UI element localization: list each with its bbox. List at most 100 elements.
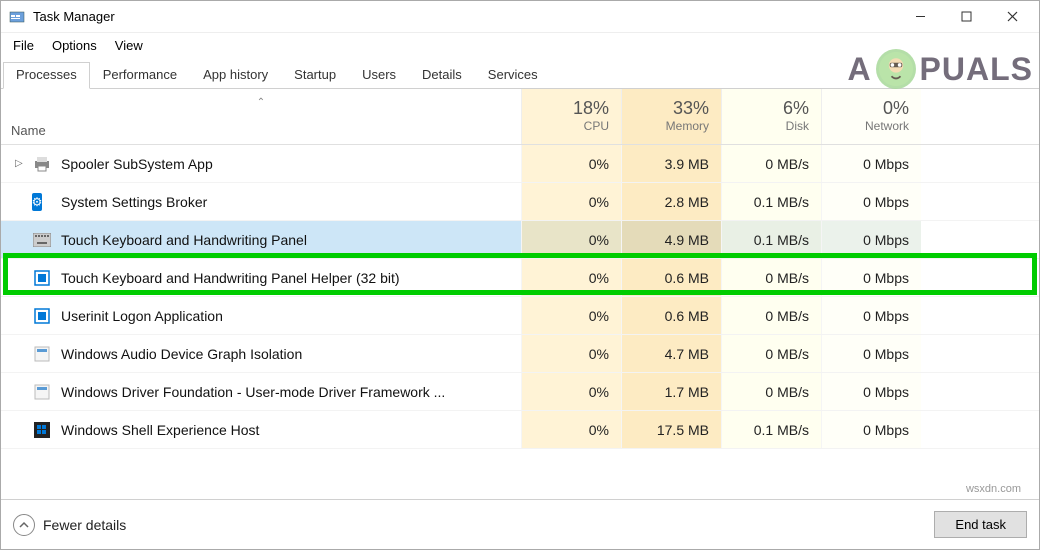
process-mem-cell: 2.8 MB (621, 183, 721, 220)
tab-services[interactable]: Services (475, 62, 551, 89)
column-header-name[interactable]: ⌃ Name (1, 89, 521, 144)
titlebar: Task Manager (1, 1, 1039, 33)
fewer-details-label: Fewer details (43, 517, 126, 533)
process-disk-cell: 0 MB/s (721, 259, 821, 296)
printer-icon (33, 155, 51, 173)
process-cpu-cell: 0% (521, 145, 621, 182)
table-row[interactable]: Windows Driver Foundation - User-mode Dr… (1, 373, 1039, 411)
process-cpu-cell: 0% (521, 259, 621, 296)
process-disk-cell: 0 MB/s (721, 297, 821, 334)
table-row[interactable]: ▷ Spooler SubSystem App 0%3.9 MB0 MB/s0 Mb… (1, 145, 1039, 183)
table-row[interactable]: Windows Shell Experience Host 0%17.5 MB0.… (1, 411, 1039, 449)
process-mem-cell: 4.7 MB (621, 335, 721, 372)
process-name-cell: Touch Keyboard and Handwriting Panel Hel… (1, 259, 521, 296)
process-mem-cell: 3.9 MB (621, 145, 721, 182)
process-mem-cell: 17.5 MB (621, 411, 721, 448)
process-mem-cell: 0.6 MB (621, 297, 721, 334)
network-percent: 0% (883, 98, 909, 119)
process-net-cell: 0 Mbps (821, 297, 921, 334)
tab-users[interactable]: Users (349, 62, 409, 89)
process-disk-cell: 0 MB/s (721, 373, 821, 410)
window-controls (897, 2, 1035, 32)
process-name-label: Windows Audio Device Graph Isolation (61, 346, 302, 362)
column-header-disk[interactable]: 6% Disk (721, 89, 821, 144)
process-cpu-cell: 0% (521, 297, 621, 334)
shell-icon (33, 421, 51, 439)
watermark-mascot-icon (876, 49, 916, 89)
process-cpu-cell: 0% (521, 335, 621, 372)
column-header-network[interactable]: 0% Network (821, 89, 921, 144)
menu-options[interactable]: Options (44, 36, 105, 55)
watermark-logo: A PUALS (847, 49, 1033, 89)
process-cpu-cell: 0% (521, 221, 621, 258)
cpu-percent: 18% (573, 98, 609, 119)
process-name-cell: Windows Shell Experience Host (1, 411, 521, 448)
tab-processes[interactable]: Processes (3, 62, 90, 89)
table-header: ⌃ Name 18% CPU 33% Memory 6% Disk 0% Net… (1, 89, 1039, 145)
process-net-cell: 0 Mbps (821, 221, 921, 258)
process-name-label: Touch Keyboard and Handwriting Panel (61, 232, 307, 248)
menu-file[interactable]: File (5, 36, 42, 55)
app-icon (9, 9, 25, 25)
sort-indicator-icon: ⌃ (257, 97, 265, 108)
expand-chevron-icon[interactable]: ▷ (15, 158, 29, 169)
process-name-cell: Windows Audio Device Graph Isolation (1, 335, 521, 372)
fewer-details-button[interactable]: Fewer details (13, 514, 126, 536)
process-name-label: Userinit Logon Application (61, 308, 223, 324)
process-name-cell: ⚙ System Settings Broker (1, 183, 521, 220)
app-icon (33, 307, 51, 325)
minimize-button[interactable] (897, 2, 943, 32)
process-net-cell: 0 Mbps (821, 411, 921, 448)
table-row[interactable]: Touch Keyboard and Handwriting Panel 0%4.… (1, 221, 1039, 259)
process-name-cell: Windows Driver Foundation - User-mode Dr… (1, 373, 521, 410)
process-name-label: Windows Driver Foundation - User-mode Dr… (61, 384, 445, 400)
menu-view[interactable]: View (107, 36, 151, 55)
process-disk-cell: 0.1 MB/s (721, 183, 821, 220)
process-cpu-cell: 0% (521, 411, 621, 448)
maximize-button[interactable] (943, 2, 989, 32)
process-name-label: Touch Keyboard and Handwriting Panel Hel… (61, 270, 400, 286)
process-name-cell: Userinit Logon Application (1, 297, 521, 334)
tab-startup[interactable]: Startup (281, 62, 349, 89)
table-row[interactable]: Touch Keyboard and Handwriting Panel Hel… (1, 259, 1039, 297)
process-net-cell: 0 Mbps (821, 145, 921, 182)
process-net-cell: 0 Mbps (821, 259, 921, 296)
app-icon (33, 269, 51, 287)
memory-label: Memory (666, 119, 709, 133)
process-disk-cell: 0 MB/s (721, 145, 821, 182)
process-mem-cell: 4.9 MB (621, 221, 721, 258)
process-name-label: Spooler SubSystem App (61, 156, 213, 172)
process-net-cell: 0 Mbps (821, 373, 921, 410)
process-name-cell: ▷ Spooler SubSystem App (1, 145, 521, 182)
table-row[interactable]: Userinit Logon Application 0%0.6 MB0 MB/s… (1, 297, 1039, 335)
generic-icon (33, 345, 51, 363)
table-row[interactable]: Windows Audio Device Graph Isolation 0%4.… (1, 335, 1039, 373)
tab-details[interactable]: Details (409, 62, 475, 89)
close-button[interactable] (989, 2, 1035, 32)
process-cpu-cell: 0% (521, 183, 621, 220)
column-header-cpu[interactable]: 18% CPU (521, 89, 621, 144)
watermark-text-post: PUALS (920, 51, 1033, 88)
gear-icon: ⚙ (33, 193, 51, 211)
table-row[interactable]: ⚙System Settings Broker0%2.8 MB0.1 MB/s0… (1, 183, 1039, 221)
memory-percent: 33% (673, 98, 709, 119)
disk-label: Disk (786, 119, 809, 133)
process-name-label: System Settings Broker (61, 194, 207, 210)
process-disk-cell: 0.1 MB/s (721, 221, 821, 258)
column-header-name-label: Name (11, 123, 46, 138)
keyboard-icon (33, 231, 51, 249)
chevron-up-icon (13, 514, 35, 536)
process-name-label: Windows Shell Experience Host (61, 422, 259, 438)
tab-performance[interactable]: Performance (90, 62, 190, 89)
column-header-memory[interactable]: 33% Memory (621, 89, 721, 144)
process-net-cell: 0 Mbps (821, 335, 921, 372)
process-mem-cell: 1.7 MB (621, 373, 721, 410)
process-disk-cell: 0.1 MB/s (721, 411, 821, 448)
end-task-button[interactable]: End task (934, 511, 1027, 538)
cpu-label: CPU (584, 119, 609, 133)
footer-bar: Fewer details End task (1, 499, 1039, 549)
network-label: Network (865, 119, 909, 133)
window-title: Task Manager (33, 9, 897, 24)
disk-percent: 6% (783, 98, 809, 119)
tab-app-history[interactable]: App history (190, 62, 281, 89)
